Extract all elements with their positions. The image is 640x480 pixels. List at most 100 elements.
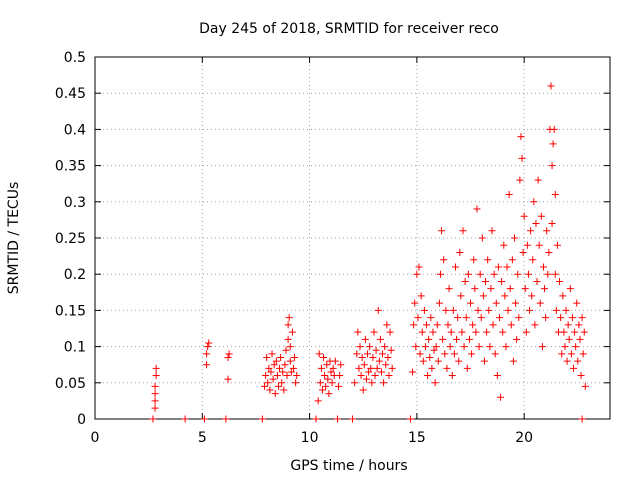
data-points (149, 82, 589, 423)
data-point (434, 357, 442, 365)
data-point (573, 299, 581, 307)
data-point (417, 292, 425, 300)
chart-title: Day 245 of 2018, SRMTID for receiver rec… (199, 21, 499, 37)
data-point (474, 306, 482, 314)
data-point (477, 314, 485, 322)
data-point (384, 353, 392, 361)
y-tick-label: 0.5 (64, 50, 86, 66)
data-point (358, 353, 366, 361)
data-point (224, 353, 232, 361)
data-point (286, 357, 294, 365)
data-point (386, 328, 394, 336)
data-point (492, 299, 500, 307)
data-point (286, 343, 294, 351)
data-point (567, 350, 575, 358)
data-point (444, 321, 452, 329)
data-point (413, 270, 421, 278)
data-point (424, 372, 432, 380)
data-point (362, 375, 370, 383)
data-point (516, 176, 524, 184)
data-point (450, 350, 458, 358)
data-point (435, 299, 443, 307)
data-point (497, 393, 505, 401)
data-point (225, 350, 233, 358)
data-point (443, 364, 451, 372)
data-point (357, 372, 365, 380)
data-point (493, 372, 501, 380)
data-point (371, 372, 379, 380)
data-point (416, 350, 424, 358)
data-point (456, 248, 464, 256)
data-point (410, 321, 418, 329)
data-point (506, 285, 514, 293)
data-point (549, 140, 557, 148)
data-point (522, 328, 530, 336)
data-point (329, 364, 337, 372)
data-point (574, 357, 582, 365)
data-point (578, 314, 586, 322)
data-point (578, 415, 586, 423)
data-point (285, 314, 293, 322)
data-point (436, 270, 444, 278)
data-point (532, 220, 540, 228)
data-point (365, 368, 373, 376)
y-tick-label: 0.25 (55, 231, 86, 247)
data-point (356, 343, 364, 351)
data-point (323, 361, 331, 369)
data-point (548, 162, 556, 170)
data-point (579, 350, 587, 358)
data-point (284, 321, 292, 329)
data-point (364, 350, 372, 358)
data-point (279, 368, 287, 376)
data-point (468, 350, 476, 358)
data-point (149, 415, 157, 423)
data-point (360, 361, 368, 369)
data-point (512, 299, 520, 307)
data-point (548, 220, 556, 228)
data-point (575, 321, 583, 329)
data-point (528, 292, 536, 300)
data-point (335, 382, 343, 390)
data-point (415, 263, 423, 271)
data-point (374, 306, 382, 314)
data-point (483, 328, 491, 336)
data-point (561, 343, 569, 351)
data-point (457, 292, 465, 300)
data-point (530, 198, 538, 206)
data-point (383, 321, 391, 329)
data-point (515, 314, 523, 322)
data-point (337, 361, 345, 369)
data-point (272, 357, 280, 365)
data-point (265, 364, 273, 372)
data-point (491, 350, 499, 358)
data-point (485, 306, 493, 314)
y-tick-label: 0 (77, 412, 86, 428)
data-point (568, 314, 576, 322)
data-point (504, 306, 512, 314)
data-point (514, 270, 522, 278)
data-point (462, 314, 470, 322)
data-point (151, 390, 159, 398)
data-point (269, 375, 277, 383)
data-point (526, 306, 534, 314)
data-point (273, 372, 281, 380)
data-point (316, 379, 324, 387)
data-point (509, 357, 517, 365)
data-point (565, 335, 573, 343)
data-point (268, 350, 276, 358)
data-point (423, 321, 431, 329)
data-point (552, 306, 560, 314)
data-point (258, 415, 266, 423)
data-point (490, 270, 498, 278)
data-point (151, 404, 159, 412)
data-point (556, 277, 564, 285)
data-point (361, 335, 369, 343)
data-point (531, 321, 539, 329)
data-point (425, 335, 433, 343)
data-point (433, 321, 441, 329)
data-point (428, 364, 436, 372)
data-point (560, 328, 568, 336)
data-point (553, 241, 561, 249)
data-point (570, 364, 578, 372)
data-point (293, 372, 301, 380)
